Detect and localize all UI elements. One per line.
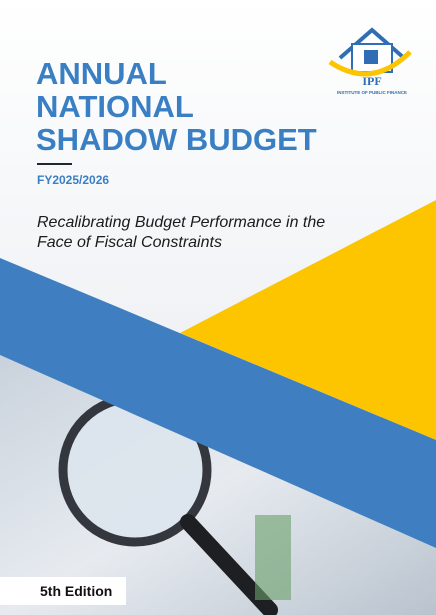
fiscal-year: FY2025/2026 — [37, 173, 109, 187]
edition-box — [0, 577, 126, 605]
title-line: ANNUAL — [36, 56, 167, 91]
chart-paper — [255, 515, 291, 600]
logo-name: INSTITUTE OF PUBLIC FINANCE — [337, 90, 407, 95]
subtitle-line: Recalibrating Budget Performance in the — [37, 214, 325, 231]
logo-acronym: IPF — [362, 74, 381, 88]
title-line: NATIONAL — [36, 89, 194, 124]
logo: IPF INSTITUTE OF PUBLIC FINANCE — [328, 27, 412, 95]
blue-band — [0, 258, 436, 548]
title-line: SHADOW BUDGET — [36, 122, 317, 157]
subtitle-line: Face of Fiscal Constraints — [37, 234, 222, 251]
yellow-shape — [180, 200, 436, 440]
edition: 5th Edition — [40, 583, 112, 599]
